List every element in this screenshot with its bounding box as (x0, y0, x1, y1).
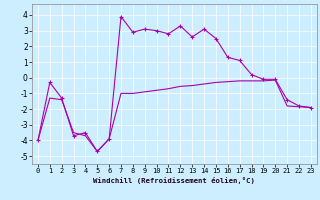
X-axis label: Windchill (Refroidissement éolien,°C): Windchill (Refroidissement éolien,°C) (93, 177, 255, 184)
